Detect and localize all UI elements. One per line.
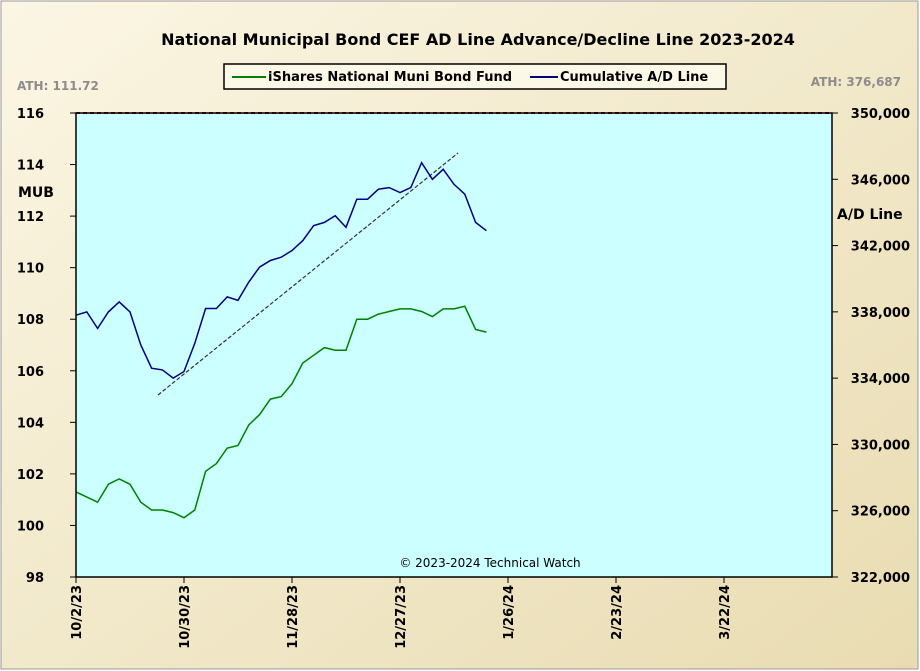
y-tick-label: 100 xyxy=(17,519,44,534)
series-line xyxy=(75,161,487,380)
y2-tick-label: 322,000 xyxy=(851,571,910,586)
y-tick-label: 110 xyxy=(17,262,44,277)
y-tick-label: 106 xyxy=(17,365,44,380)
series-line xyxy=(75,305,487,519)
y-tick-label: 108 xyxy=(17,313,44,328)
x-tick-label: 3/22/24 xyxy=(718,585,733,640)
legend xyxy=(223,63,727,90)
x-tick-label: 10/30/23 xyxy=(178,585,193,649)
annotation: © 2023-2024 Technical Watch xyxy=(399,556,580,570)
plot-border xyxy=(75,112,833,578)
y2-tick-label: 338,000 xyxy=(851,306,910,321)
y2-tick-label: 346,000 xyxy=(851,173,910,188)
x-tick-label: 2/23/24 xyxy=(610,585,625,640)
legend-label: Cumulative A/D Line xyxy=(560,70,708,85)
y2-tick-label: 342,000 xyxy=(851,240,910,255)
y-tick-label: 98 xyxy=(26,571,44,586)
trend-line xyxy=(157,152,459,396)
chart-title: National Municipal Bond CEF AD Line Adva… xyxy=(161,30,795,49)
annotation: ATH: 111.72 xyxy=(17,79,99,93)
y-tick-label: 114 xyxy=(17,159,44,174)
annotation: ATH: 376,687 xyxy=(811,75,901,89)
x-tick-label: 11/28/23 xyxy=(286,585,301,649)
y2-axis-title: A/D Line xyxy=(837,207,903,223)
y2-tick-label: 334,000 xyxy=(851,372,910,387)
y2-tick-label: 326,000 xyxy=(851,505,910,520)
x-tick-label: 10/2/23 xyxy=(70,585,85,640)
y-tick-label: 104 xyxy=(17,416,44,431)
legend-label: iShares National Muni Bond Fund xyxy=(268,70,512,85)
y-tick-label: 102 xyxy=(17,468,44,483)
x-tick-label: 12/27/23 xyxy=(394,585,409,649)
plot-area xyxy=(76,113,832,577)
y-axis-title: MUB xyxy=(18,185,54,201)
y2-tick-label: 330,000 xyxy=(851,438,910,453)
x-tick-label: 1/26/24 xyxy=(502,585,517,640)
y2-tick-label: 350,000 xyxy=(851,107,910,122)
y-tick-label: 116 xyxy=(17,107,44,122)
y-tick-label: 112 xyxy=(17,210,44,225)
